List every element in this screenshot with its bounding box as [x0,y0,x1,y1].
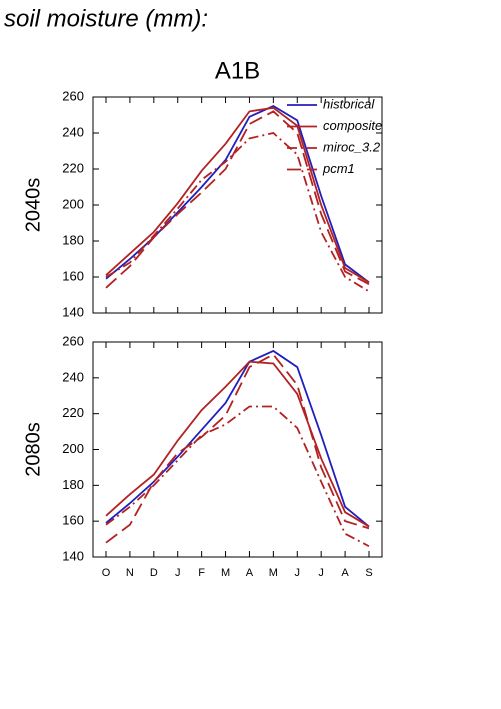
legend-label: pcm1 [322,161,355,176]
series-line [105,349,370,528]
page-heading: soil moisture (mm): [4,5,208,32]
x-tick-label: N [126,567,134,579]
x-tick-label: J [295,567,301,579]
x-tick-label: M [221,567,230,579]
series-line [105,106,370,284]
y-tick-label: 260 [62,333,84,348]
legend-label: miroc_3.2 [323,139,381,154]
y-tick-label: 240 [62,369,84,384]
y-tick-label: 180 [62,232,84,247]
series-line [105,360,370,528]
y-tick-label: 200 [62,196,84,211]
series-line [105,353,370,544]
y-tick-label: 140 [62,304,84,319]
x-tick-label: M [269,567,278,579]
legend-label: historical [323,96,375,111]
x-tick-label: A [341,567,349,579]
x-tick-label: A [246,567,254,579]
x-tick-label: J [318,567,324,579]
x-tick-label: D [150,567,158,579]
y-tick-label: 240 [62,124,84,139]
y-tick-label: 180 [62,477,84,492]
y-tick-label: 220 [62,405,84,420]
x-tick-label: J [175,567,181,579]
y-axis-label: 2040s [22,178,44,233]
legend-label: composite [323,118,382,133]
x-tick-label: S [365,567,372,579]
y-axis-label: 2080s [22,422,44,477]
x-tick-label: F [198,567,205,579]
y-tick-label: 200 [62,441,84,456]
x-tick-label: O [102,567,111,579]
y-tick-label: 160 [62,513,84,528]
chart-title: A1B [215,57,260,84]
y-tick-label: 260 [62,88,84,103]
series-line [105,110,370,289]
y-tick-label: 140 [62,548,84,563]
y-tick-label: 160 [62,268,84,283]
y-tick-label: 220 [62,160,84,175]
series-line [105,132,370,293]
